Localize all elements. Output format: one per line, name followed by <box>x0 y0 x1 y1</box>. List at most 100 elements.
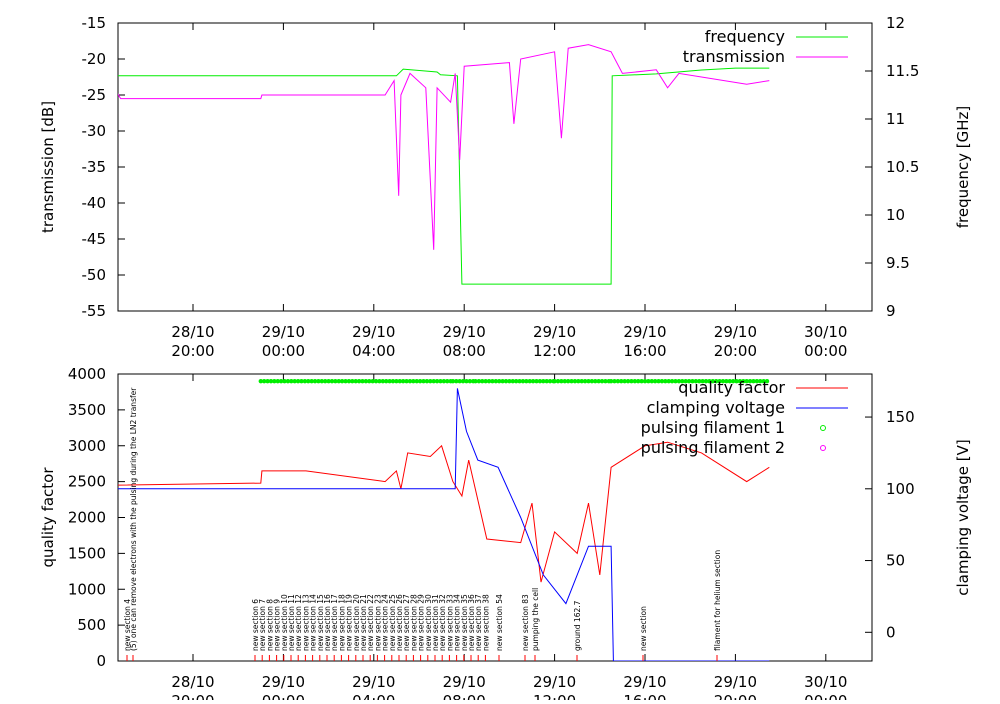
series-transmission-line <box>118 44 770 250</box>
y2-axis-label: clamping voltage [V] <box>954 439 972 595</box>
x-tick-label: 29/10 <box>443 323 486 341</box>
y-tick-label: 3500 <box>68 401 106 419</box>
filament-point <box>503 378 509 384</box>
y-tick-label: 2500 <box>68 473 106 491</box>
plot-frame <box>117 22 873 312</box>
filament-point <box>646 378 651 384</box>
x-tick-label: 20:00 <box>714 692 757 700</box>
x-tick-label: 00:00 <box>262 692 305 700</box>
filament-point <box>586 378 591 384</box>
filament-point <box>367 378 372 384</box>
y-tick-label: -30 <box>82 122 107 140</box>
filament-point <box>112 379 116 383</box>
filament-point <box>486 378 492 384</box>
annotation-label: new section 8 <box>265 599 274 651</box>
filament-point <box>754 378 760 384</box>
series-frequency-line <box>118 67 770 285</box>
filament-point <box>500 378 505 384</box>
x-tick-label: 28/10 <box>171 323 214 341</box>
filament-point <box>513 378 519 384</box>
y-tick-label: -25 <box>82 86 107 104</box>
x-tick-label: 16:00 <box>623 692 666 700</box>
filament-point <box>603 378 608 384</box>
filament-point <box>676 378 682 384</box>
filament-point <box>713 378 719 384</box>
x-tick-label: 00:00 <box>262 342 305 360</box>
filament-point <box>572 378 578 384</box>
x-tick-label: 08:00 <box>443 342 486 360</box>
filament-point <box>690 378 695 384</box>
filament-point <box>680 378 685 384</box>
filament-point <box>450 378 456 384</box>
annotation-label: new section 18 <box>337 594 346 651</box>
x-tick-label: 29/10 <box>262 323 305 341</box>
filament-point <box>576 378 581 384</box>
filament-point <box>730 378 736 384</box>
filament-point <box>457 378 462 384</box>
filament-point <box>703 378 709 384</box>
filament-point <box>421 378 426 384</box>
panel-top <box>117 22 873 312</box>
filament-point <box>510 378 515 384</box>
legend-marker <box>820 425 826 431</box>
filament-point <box>326 378 331 384</box>
y2-tick-label: 100 <box>886 480 915 498</box>
filament-point <box>295 378 301 384</box>
annotation-label: (5) one can remove electrons with the pu… <box>129 387 138 651</box>
annotation-label: new section 15 <box>316 594 325 651</box>
annotation-label: new section 9 <box>273 599 282 651</box>
annotation-label: new section 37 <box>474 594 483 651</box>
y2-axis-label: frequency [GHz] <box>954 106 972 228</box>
filament-point <box>417 378 423 384</box>
y2-tick-label: 11.5 <box>886 62 919 80</box>
filament-point <box>377 378 382 384</box>
legend-marker <box>820 445 826 451</box>
annotation-label: new section 36 <box>467 594 476 651</box>
filament-point <box>438 378 443 384</box>
filament-point <box>666 378 671 384</box>
y-tick-label: -40 <box>82 194 107 212</box>
filament-point <box>339 378 345 384</box>
x-tick-label: 04:00 <box>352 692 395 700</box>
filament-point <box>306 378 311 384</box>
y2-tick-label: 0 <box>886 623 896 641</box>
annotation-label: new section 7 <box>258 599 267 651</box>
annotation-label: new section 38 <box>481 594 490 651</box>
filament-point <box>727 378 732 384</box>
filament-point <box>629 378 634 384</box>
annotation-label: new section 33 <box>445 594 454 651</box>
filament-point <box>707 378 712 384</box>
annotation-label: filament for helium section <box>713 550 722 651</box>
filament-point <box>329 378 335 384</box>
filament-point <box>336 378 341 384</box>
filament-point <box>758 378 763 384</box>
filament-point <box>582 378 588 384</box>
section-annotations <box>126 655 718 661</box>
filament-point <box>589 378 595 384</box>
filament-point <box>579 378 584 384</box>
annotation-label: new section 35 <box>460 594 469 651</box>
filament-point <box>744 378 749 384</box>
filament-point <box>309 378 314 384</box>
filament-point <box>734 378 739 384</box>
filament-point <box>693 378 699 384</box>
filament-point <box>555 378 561 384</box>
filament-point <box>747 378 753 384</box>
filament-point <box>559 378 564 384</box>
series-pulsing-filament-1 <box>112 378 770 384</box>
y-tick-label: 500 <box>77 616 106 634</box>
filament-point <box>384 378 389 384</box>
annotation-label: new section 16 <box>323 594 332 651</box>
filament-point <box>356 378 362 384</box>
x-tick-label: 12:00 <box>533 342 576 360</box>
filament-point <box>404 378 409 384</box>
annotation-label: new section 6 <box>251 599 260 651</box>
filament-point <box>333 378 338 384</box>
y-tick-label: -15 <box>82 14 107 32</box>
filament-point <box>622 378 627 384</box>
annotation-label: new section 25 <box>388 594 397 651</box>
legend-label: clamping voltage <box>647 398 785 417</box>
filament-point <box>596 378 601 384</box>
filament-point <box>445 378 450 384</box>
